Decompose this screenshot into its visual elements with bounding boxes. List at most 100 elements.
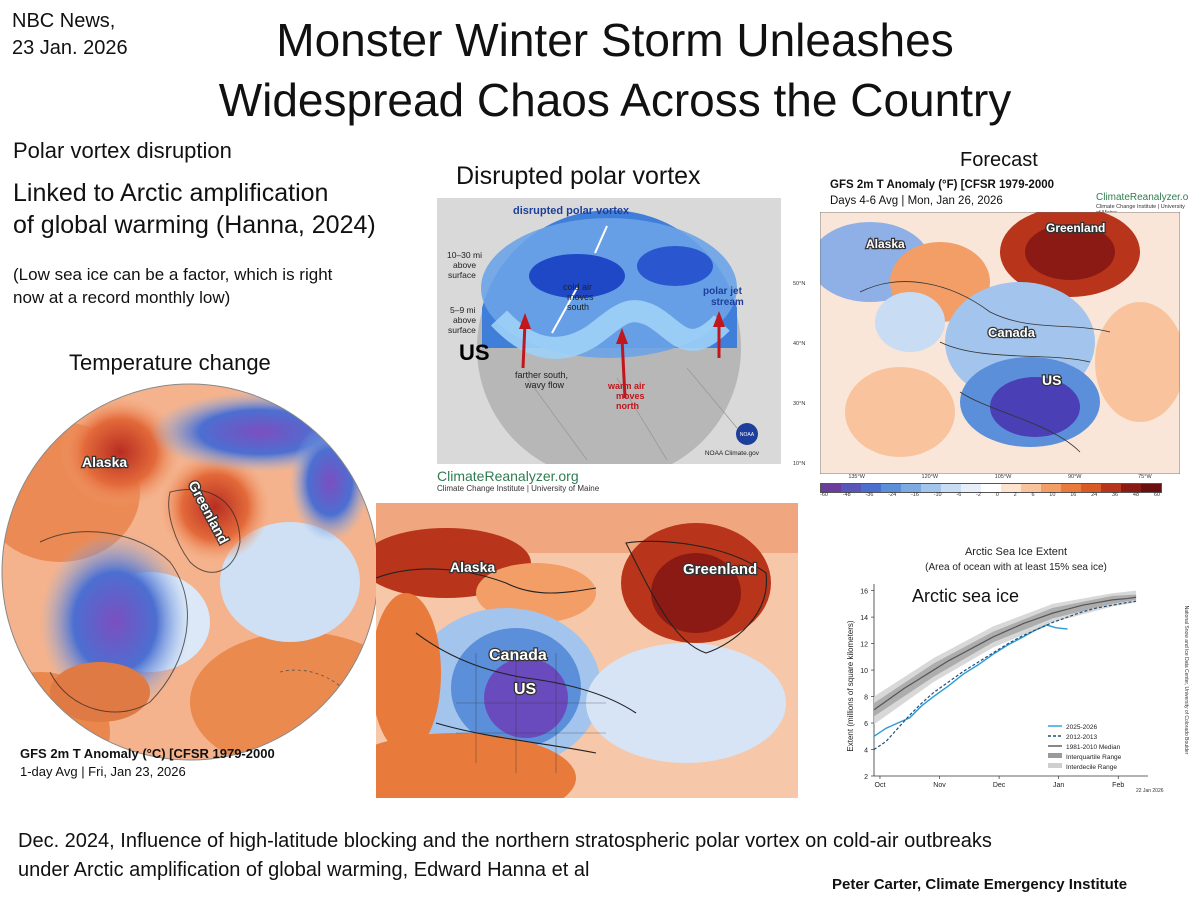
- colorbar-swatch: [1081, 484, 1101, 492]
- cold-air-line-3: south: [567, 302, 589, 312]
- forecast-colorbar: [820, 483, 1162, 493]
- colorbar-swatch: [901, 484, 921, 492]
- sea-ice-chart: Arctic Sea Ice Extent (Area of ocean wit…: [836, 540, 1192, 795]
- legend-label: Interquartile Range: [1066, 754, 1122, 761]
- colorbar-swatch: [1021, 484, 1041, 492]
- zoom-map-svg: Alaska Greenland Canada US: [376, 503, 798, 798]
- warm-air-line-2: moves: [616, 391, 645, 401]
- sea-ice-note: (Low sea ice can be a factor, which is r…: [13, 263, 332, 309]
- colorbar-tick-label: 60: [1153, 492, 1160, 498]
- band-interdecile: [874, 590, 1137, 725]
- y-tick-label: 8: [864, 695, 868, 702]
- colorbar-tick-label: 10: [1049, 492, 1056, 498]
- colorbar-tick-label: 2: [1013, 492, 1017, 498]
- forecast-label-alaska: Alaska: [866, 237, 905, 251]
- altitude-2-line-2: above: [453, 315, 476, 325]
- north-america-anomaly-map: Alaska Greenland Canada US: [376, 503, 798, 798]
- y-tick-label: 16: [860, 589, 868, 596]
- lon-label: 105°W: [994, 474, 1012, 480]
- legend-swatch: [1048, 753, 1062, 758]
- colorbar-swatch: [1141, 484, 1161, 492]
- forecast-colorbar-ticks: -60 -48 -36 -24 -16 -10 -6 -2 0 2 6 10 16 24 36 48 60: [820, 492, 1160, 498]
- x-tick-label: Oct: [875, 782, 886, 789]
- label-alaska: Alaska: [82, 454, 127, 470]
- warm-air-line-1: warm air: [607, 381, 646, 391]
- source-attribution: NBC News, 23 Jan. 2026: [12, 8, 128, 62]
- warm-air-line-3: north: [616, 401, 639, 411]
- citation-line-2: under Arctic amplification of global war…: [18, 859, 590, 881]
- series-line-1: [873, 600, 1137, 751]
- heading-polar-vortex-disruption: Polar vortex disruption: [13, 138, 232, 163]
- vortex-lobe-1: [529, 254, 625, 298]
- title-line-2: Widespread Chaos Across the Country: [218, 74, 1012, 126]
- legend-label: Interdecile Range: [1066, 764, 1117, 771]
- lat-label: 30°N: [793, 401, 806, 407]
- reanalyzer-logo: ClimateReanalyzer.org Climate Change Ins…: [437, 468, 599, 493]
- colorbar-tick-label: 48: [1132, 492, 1140, 498]
- temperature-caption-title: GFS 2m T Anomaly (°C) [CFSR 1979-2000: [20, 746, 275, 761]
- y-tick-label: 14: [860, 615, 868, 622]
- farther-south-line-1: farther south,: [515, 370, 568, 380]
- linked-line-1: Linked to Arctic amplification: [13, 179, 329, 207]
- x-tick-label: Nov: [933, 782, 946, 789]
- noaa-logo: [736, 423, 758, 445]
- zoom-label-alaska: Alaska: [450, 559, 495, 575]
- title-line-1: Monster Winter Storm Unleashes: [276, 14, 954, 66]
- temperature-caption: GFS 2m T Anomaly (°C) [CFSR 1979-2000 1-…: [20, 745, 275, 781]
- colorbar-swatch: [941, 484, 961, 492]
- altitude-1-line-1: 10–30 mi: [447, 250, 482, 260]
- temperature-globe-svg: Alaska Greenland: [1, 383, 379, 761]
- heading-temperature-change: Temperature change: [69, 350, 271, 375]
- lat-label: 40°N: [793, 341, 806, 347]
- source-date: 23 Jan. 2026: [12, 37, 128, 59]
- forecast-subtitle: Days 4-6 Avg | Mon, Jan 26, 2026: [830, 195, 1003, 207]
- forecast-label-greenland: Greenland: [1046, 221, 1105, 235]
- chart-date-note: 22 Jan 2026: [1136, 788, 1164, 794]
- colorbar-swatch: [1041, 484, 1061, 492]
- zoom-label-us: US: [514, 681, 537, 698]
- colorbar-tick-label: -24: [888, 492, 897, 498]
- heading-forecast: Forecast: [960, 149, 1038, 171]
- lat-label: 10°N: [793, 461, 806, 467]
- jet-stream-line-1: polar jet: [703, 286, 743, 297]
- x-tick-label: Dec: [993, 782, 1006, 789]
- altitude-1-line-2: above: [453, 260, 476, 270]
- forecast-lat-labels: 50°N 40°N 30°N 10°N: [793, 254, 805, 494]
- colorbar-tick-label: -2: [976, 492, 981, 498]
- colorbar-tick-label: 0: [995, 492, 999, 498]
- altitude-2-line-1: 5–9 mi: [450, 305, 476, 315]
- colorbar-swatch: [821, 484, 841, 492]
- plot-area: 2 4 6 8 10 12 14 16 Oct Nov Dec Jan Feb 2025-2026 2012…: [860, 584, 1148, 789]
- forecast-title: GFS 2m T Anomaly (°F) [CFSR 1979-2000: [830, 179, 1055, 191]
- forecast-lon-labels: 135°W 120°W 105°W 90°W 75°W: [820, 474, 1180, 480]
- citation-line-1: Dec. 2024, Influence of high-latitude bl…: [18, 830, 992, 852]
- zoom-label-canada: Canada: [489, 647, 547, 664]
- colorbar-tick-label: -16: [910, 492, 919, 498]
- temperature-caption-sub: 1-day Avg | Fri, Jan 23, 2026: [20, 764, 186, 779]
- colorbar-swatch: [1121, 484, 1141, 492]
- note-line-1: (Low sea ice can be a factor, which is r…: [13, 265, 333, 284]
- band-interquartile: [874, 594, 1137, 717]
- series-line-2: [873, 596, 1137, 711]
- colorbar-tick-label: 16: [1070, 492, 1077, 498]
- colorbar-tick-label: -10: [933, 492, 942, 498]
- legend-label: 2012-2013: [1066, 734, 1097, 741]
- colorbar-swatch: [981, 484, 1001, 492]
- author-credit: Peter Carter, Climate Emergency Institut…: [832, 876, 1128, 893]
- colorbar-swatch: [921, 484, 941, 492]
- farther-south-line-2: wavy flow: [524, 380, 565, 390]
- citation: Dec. 2024, Influence of high-latitude bl…: [18, 827, 992, 885]
- colorbar-tick-label: 36: [1112, 492, 1119, 498]
- diagram-title: disrupted polar vortex: [513, 205, 630, 217]
- forecast-label-canada: Canada: [988, 325, 1036, 340]
- forecast-map-svg: Alaska Greenland Canada US: [820, 212, 1180, 474]
- colorbar-tick-label: -60: [820, 492, 828, 498]
- y-tick-label: 6: [864, 721, 868, 728]
- note-line-2: now at a record monthly low): [13, 288, 231, 307]
- legend-label: 2025-2026: [1066, 724, 1097, 731]
- diagram-us-label: US: [459, 340, 490, 365]
- noaa-credit: NOAA Climate.gov: [705, 450, 760, 457]
- lon-label: 75°W: [1138, 474, 1152, 480]
- lon-label: 90°W: [1067, 474, 1082, 480]
- cold-air-line-1: cold air: [563, 282, 592, 292]
